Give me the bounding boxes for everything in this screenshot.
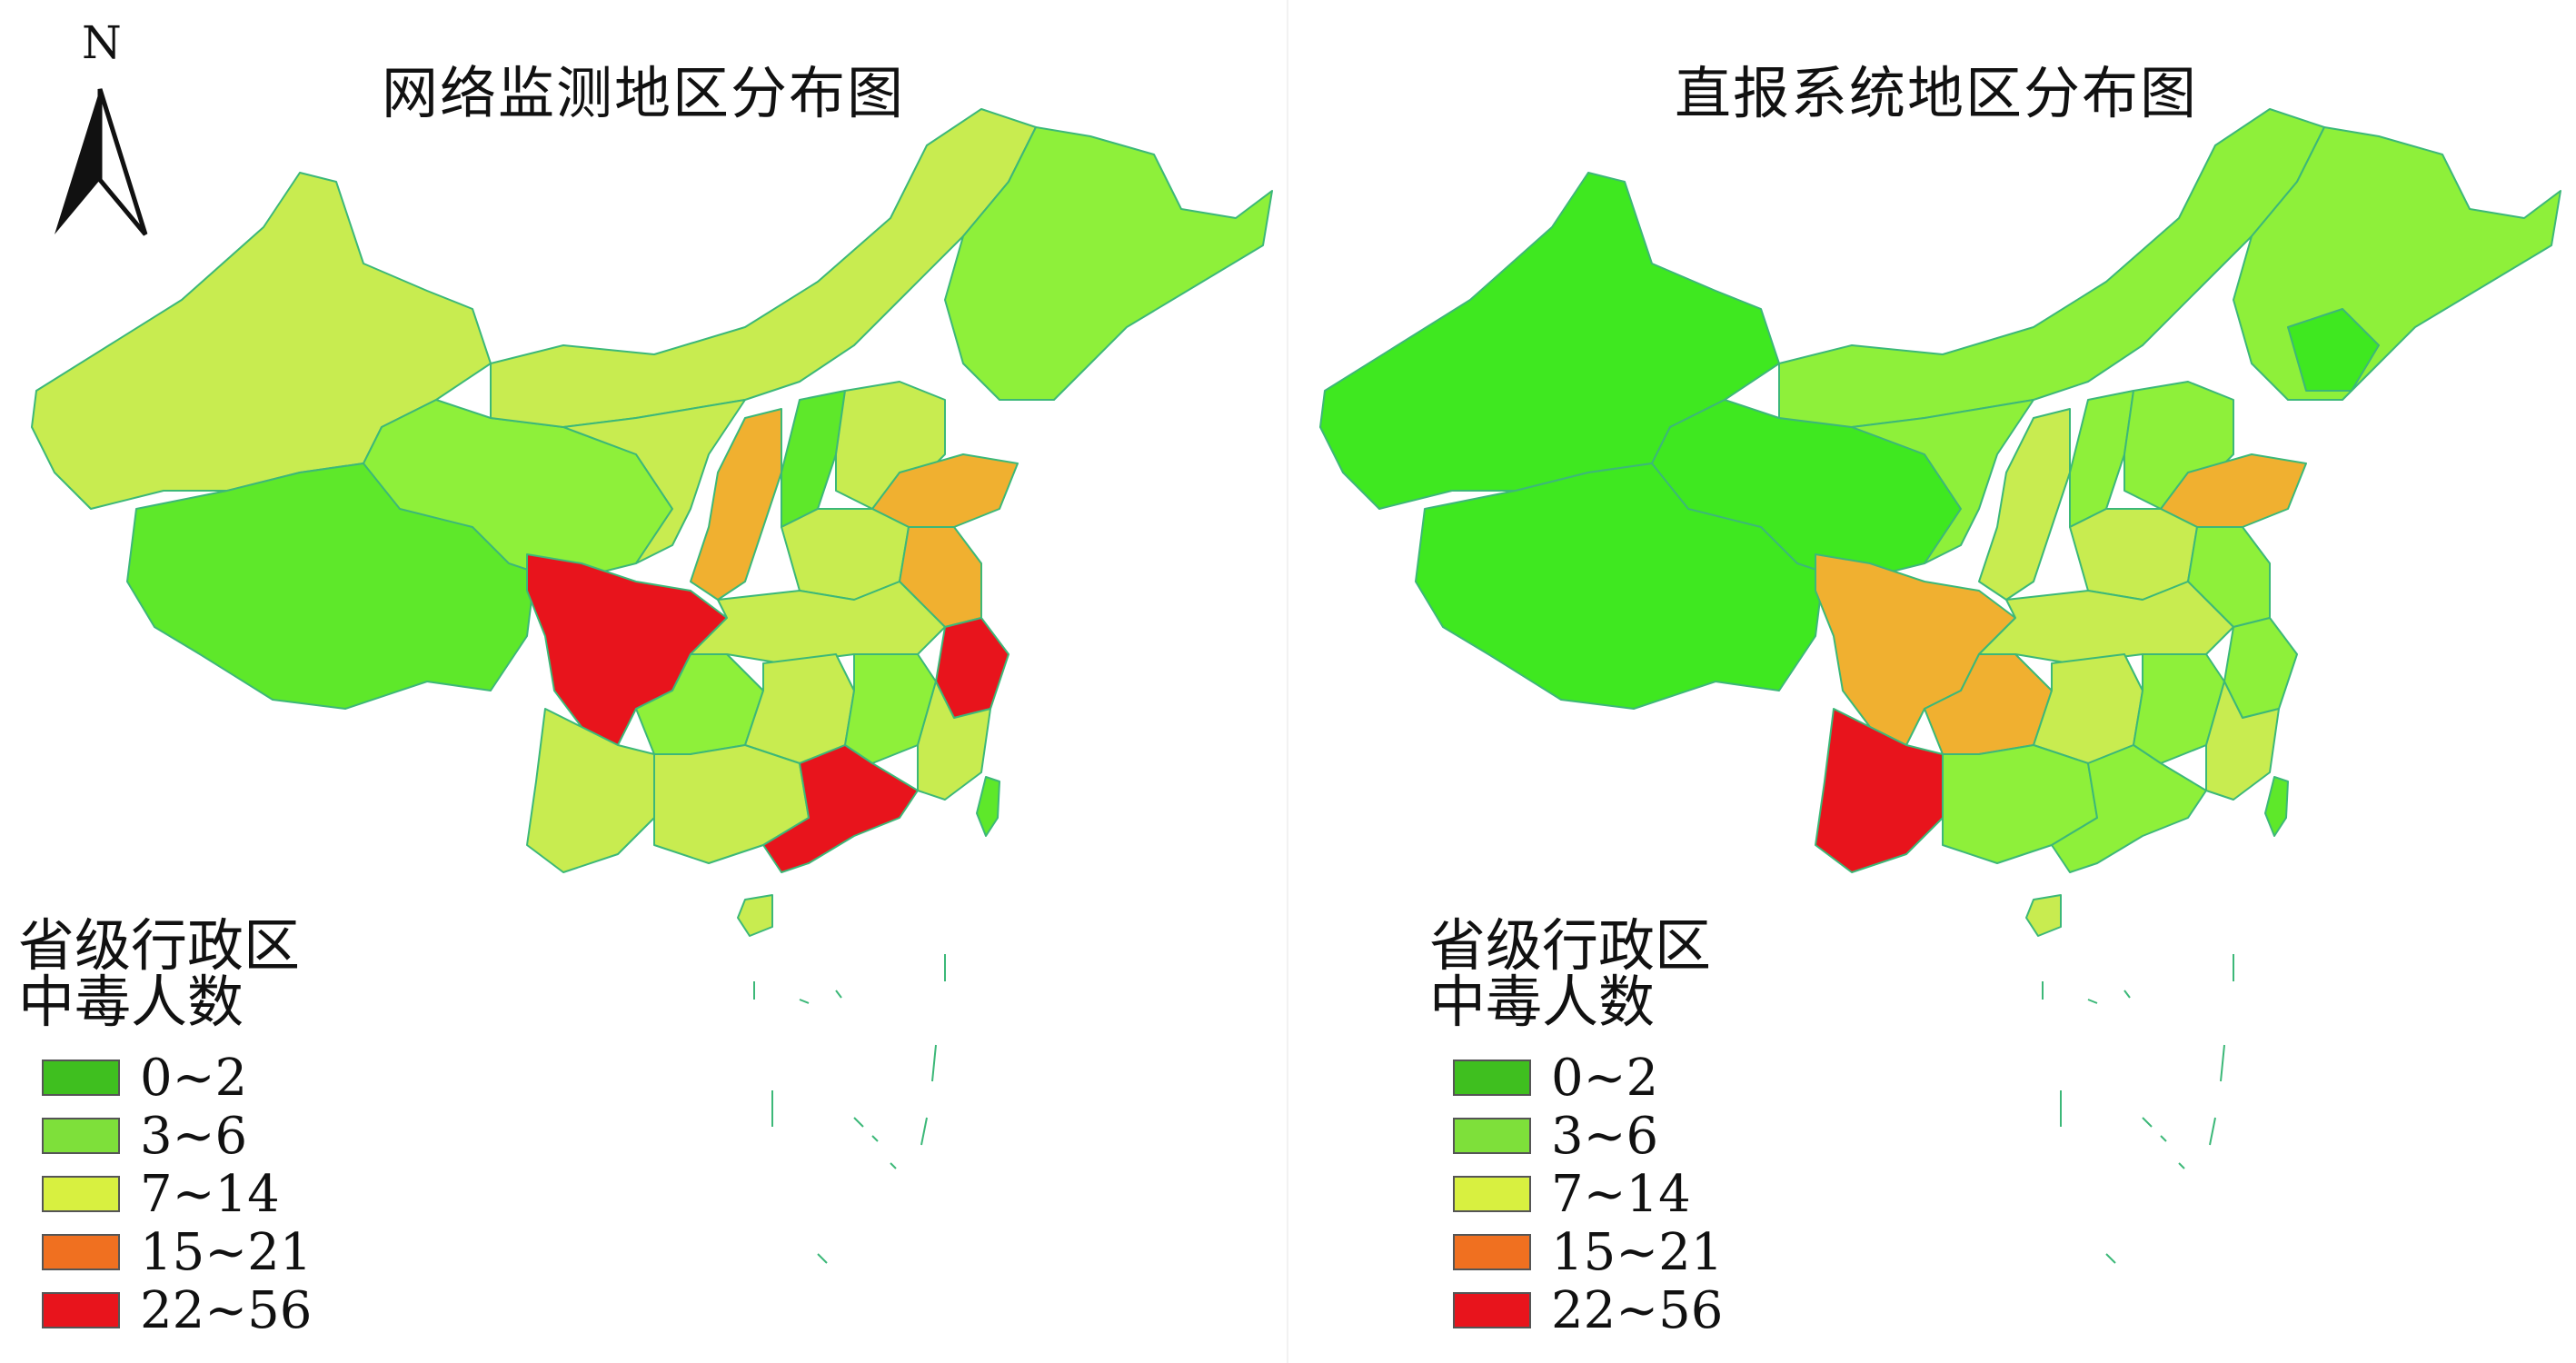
legend-title-line2: 中毒人数 — [18, 969, 244, 1035]
region-shaanxi — [1978, 408, 2071, 601]
region-hainan — [2025, 894, 2062, 937]
legend-label: 15~21 — [140, 1222, 313, 1282]
south-sea-islands — [753, 954, 946, 1264]
legend-swatch — [42, 1060, 120, 1096]
legend-item: 22~56 — [18, 1280, 313, 1340]
legend-items: 0~2 3~6 7~14 15~21 22~56 — [18, 1048, 313, 1340]
region-xinjiang — [1319, 172, 1780, 510]
region-jiangxi — [2133, 653, 2225, 764]
region-jiangxi — [844, 653, 937, 764]
legend-swatch — [1453, 1118, 1531, 1154]
legend-label: 15~21 — [1551, 1222, 1724, 1282]
legend-item: 0~2 — [18, 1048, 312, 1108]
region-fujian — [2205, 681, 2280, 801]
legend-swatch — [1453, 1234, 1531, 1270]
legend-item: 3~6 — [1429, 1106, 1723, 1166]
legend-label: 7~14 — [1551, 1164, 1691, 1224]
region-fujian — [917, 681, 991, 801]
legend-label: 22~56 — [140, 1280, 313, 1340]
region-hubei — [690, 581, 946, 664]
legend-item: 3~6 — [18, 1106, 312, 1166]
map-panel-network: N 网络监测地区分布图 省级行政区 中毒人数 0~2 3~6 7~14 — [18, 16, 1273, 1340]
legend-swatch — [42, 1292, 120, 1328]
north-letter: N — [82, 16, 122, 69]
north-arrow: N — [45, 16, 154, 244]
panel-title-network: 网络监测地区分布图 — [382, 60, 906, 126]
region-guangdong — [2051, 744, 2207, 873]
legend-title-line1: 省级行政区 — [18, 912, 301, 979]
legend-item: 15~21 — [18, 1222, 313, 1282]
china-choropleth-direct-report — [1319, 108, 2561, 1264]
legend-item: 15~21 — [1429, 1222, 1724, 1282]
region-tibet — [1415, 463, 1825, 710]
region-taiwan — [2264, 776, 2289, 837]
legend-label: 3~6 — [1551, 1106, 1659, 1166]
region-hunan — [2033, 653, 2143, 764]
map-panel-direct-report: 直报系统地区分布图 省级行政区 中毒人数 0~2 3~6 7~14 15~21 — [1288, 0, 2576, 1363]
legend-item: 7~14 — [18, 1164, 312, 1224]
region-tibet — [126, 463, 537, 710]
region-shaanxi — [690, 408, 782, 601]
legend-title-line2: 中毒人数 — [1429, 969, 1656, 1035]
south-sea-islands — [2042, 954, 2234, 1264]
legend-swatch — [42, 1118, 120, 1154]
legend-label: 0~2 — [1551, 1048, 1659, 1108]
region-gansu — [1851, 399, 2034, 564]
legend-item: 7~14 — [1429, 1164, 1723, 1224]
region-hunan — [744, 653, 855, 764]
legend-label: 0~2 — [140, 1048, 248, 1108]
legend-label: 7~14 — [140, 1164, 280, 1224]
panel-title-direct-report: 直报系统地区分布图 — [1675, 60, 2199, 126]
legend-swatch — [42, 1176, 120, 1212]
legend-items: 0~2 3~6 7~14 15~21 22~56 — [1429, 1048, 1724, 1340]
legend-item: 22~56 — [1429, 1280, 1724, 1340]
legend-item: 0~2 — [1429, 1048, 1723, 1108]
region-xinjiang — [31, 172, 492, 510]
region-guangdong — [762, 744, 919, 873]
legend-swatch — [1453, 1060, 1531, 1096]
legend-direct-report: 省级行政区 中毒人数 0~2 3~6 7~14 15~21 22~56 — [1429, 912, 1724, 1340]
region-hainan — [737, 894, 773, 937]
china-choropleth-network — [31, 108, 1273, 1264]
legend-swatch — [1453, 1176, 1531, 1212]
legend-network: 省级行政区 中毒人数 0~2 3~6 7~14 15~21 22~56 — [18, 912, 313, 1340]
region-gansu — [562, 399, 746, 564]
region-liaoning — [2287, 308, 2380, 392]
legend-label: 22~56 — [1551, 1280, 1724, 1340]
legend-swatch — [42, 1234, 120, 1270]
legend-label: 3~6 — [140, 1106, 248, 1166]
region-hubei — [1978, 581, 2234, 664]
region-taiwan — [976, 776, 1000, 837]
region-northeast — [944, 126, 1273, 401]
legend-title-line1: 省级行政区 — [1429, 912, 1712, 979]
region-yunnan — [1815, 708, 1944, 873]
north-arrow-icon — [55, 88, 148, 236]
legend-swatch — [1453, 1292, 1531, 1328]
region-yunnan — [526, 708, 655, 873]
panel-divider — [1287, 0, 1288, 1363]
